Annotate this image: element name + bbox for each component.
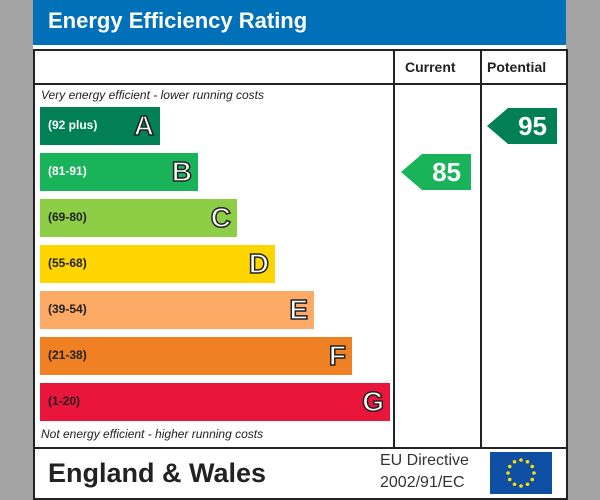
eu-star (507, 477, 512, 482)
eu-star (532, 471, 536, 475)
header: Energy Efficiency Rating (33, 0, 566, 45)
band-range: (1-20) (48, 394, 81, 408)
header-divider (35, 83, 566, 85)
band-bar-f: (21-38) F (40, 337, 352, 375)
band-range: (69-80) (48, 210, 87, 224)
region-label: England & Wales (48, 458, 267, 488)
eu-star (519, 458, 523, 462)
eu-star (525, 482, 530, 487)
band-bar-c: (69-80) C (40, 199, 237, 237)
footer-divider (35, 447, 566, 449)
band-bar-e: (39-54) E (40, 291, 314, 329)
band-bar-d: (55-68) D (40, 245, 275, 283)
epc-chart: Energy Efficiency Rating Current Potenti… (33, 0, 568, 500)
potential-rating-arrow: 95 (487, 108, 557, 144)
column-header-potential: Potential (487, 59, 547, 75)
eu-directive-label: EU Directive (380, 452, 469, 469)
eu-star (506, 471, 510, 475)
current-rating-value: 85 (432, 157, 461, 187)
current-rating-arrow: 85 (401, 154, 471, 190)
band-range: (92 plus) (48, 118, 98, 132)
chart-title: Energy Efficiency Rating (48, 8, 308, 33)
column-header-current: Current (405, 59, 456, 75)
eu-star (507, 464, 512, 469)
band-range: (21-38) (48, 348, 87, 362)
band-bar-a: (92 plus) A (40, 107, 160, 145)
band-letter: G (361, 385, 384, 418)
note-top: Very energy efficient - lower running co… (41, 88, 264, 102)
eu-flag-icon (490, 452, 552, 494)
eu-star (519, 484, 523, 488)
band-letter: A (133, 109, 155, 142)
eu-star (512, 459, 517, 464)
band-range: (55-68) (48, 256, 87, 270)
band-range: (81-91) (48, 164, 87, 178)
band-letter: D (248, 247, 270, 280)
eu-directive-number: 2002/91/EC (380, 474, 465, 491)
band-bar-b: (81-91) B (40, 153, 198, 191)
eu-star (512, 482, 517, 487)
eu-star (530, 464, 535, 469)
rating-table: Current Potential Very energy efficient … (33, 49, 568, 500)
band-range: (39-54) (48, 302, 87, 316)
eu-star (525, 459, 530, 464)
potential-rating-value: 95 (518, 111, 547, 141)
band-letter: B (171, 155, 193, 188)
column-divider (480, 51, 482, 447)
note-bottom: Not energy efficient - higher running co… (41, 427, 264, 441)
column-divider (393, 51, 395, 447)
band-bar-g: (1-20) G (40, 383, 390, 421)
eu-star (530, 477, 535, 482)
band-letter: F (328, 339, 347, 372)
band-letter: E (289, 293, 309, 326)
band-letter: C (210, 201, 232, 234)
